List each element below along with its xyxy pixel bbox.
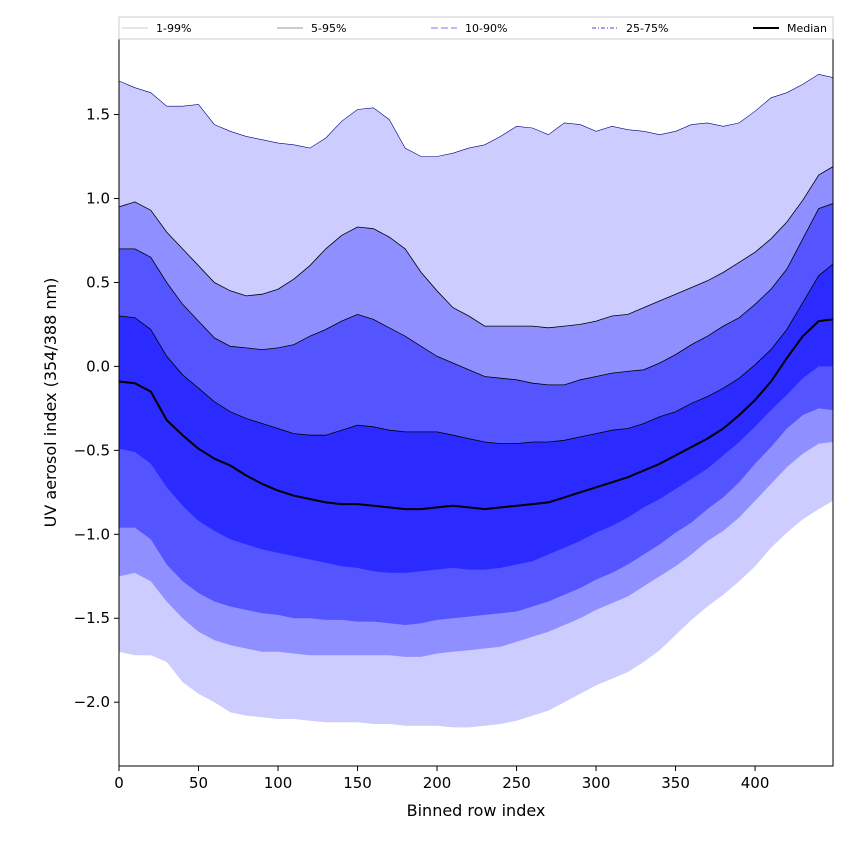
- legend-label: 25-75%: [626, 22, 668, 35]
- x-tick-label: 200: [423, 774, 452, 792]
- x-tick-label: 0: [114, 774, 124, 792]
- legend-box: [118, 16, 834, 40]
- band-1-99-upper-edge: [118, 73, 834, 157]
- x-tick-label: 250: [502, 774, 531, 792]
- band-5-95-upper-edge: [118, 166, 834, 329]
- legend-label: 10-90%: [465, 22, 507, 35]
- x-tick-label: 50: [189, 774, 208, 792]
- x-tick-label: 150: [343, 774, 372, 792]
- legend-label: 1-99%: [156, 22, 191, 35]
- y-tick-label: 0.5: [86, 273, 110, 291]
- legend-label: 5-95%: [311, 22, 346, 35]
- y-tick-label: 1.5: [86, 106, 110, 124]
- y-tick-label: −1.5: [74, 609, 110, 627]
- band-10-90-upper-edge: [119, 203, 834, 386]
- y-tick-label: 0.0: [86, 357, 110, 375]
- median-line: [118, 318, 834, 511]
- legend-label: Median: [787, 22, 827, 35]
- x-axis: 0 50 100 150 200 250 300 350 400: [114, 766, 769, 792]
- y-tick-label: −2.0: [74, 693, 110, 711]
- band-25-75-upper-edge: [118, 263, 834, 445]
- percentile-bands: [119, 74, 833, 728]
- x-tick-label: 350: [661, 774, 690, 792]
- x-tick-label: 100: [264, 774, 293, 792]
- y-tick-label: −0.5: [74, 441, 110, 459]
- x-tick-label: 300: [582, 774, 611, 792]
- y-axis-label: UV aerosol index (354/388 nm): [41, 278, 60, 528]
- x-tick-label: 400: [741, 774, 770, 792]
- y-axis: 1.5 1.0 0.5 0.0 −0.5 −1.0 −1.5 −2.0: [74, 106, 119, 711]
- legend: 1-99% 5-95% 10-90% 25-75% Median: [118, 16, 834, 40]
- x-axis-label: Binned row index: [407, 801, 546, 820]
- y-tick-label: −1.0: [74, 525, 110, 543]
- y-tick-label: 1.0: [86, 190, 110, 208]
- median-lines: [118, 73, 834, 511]
